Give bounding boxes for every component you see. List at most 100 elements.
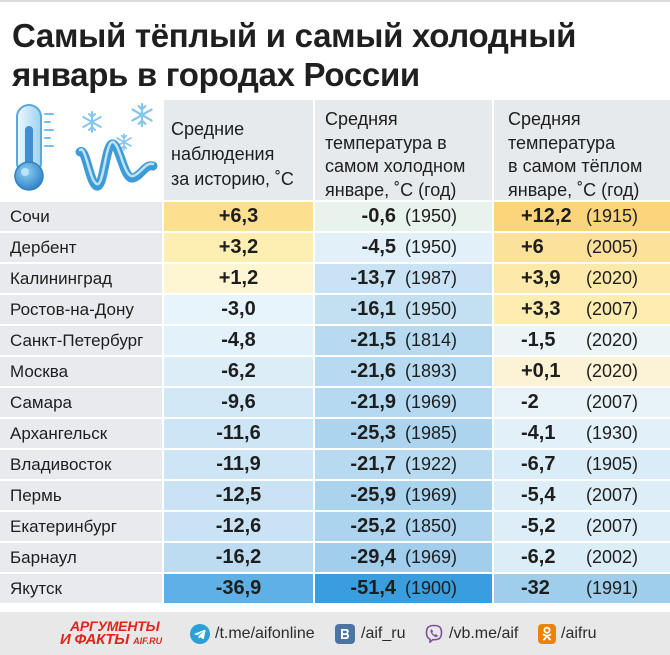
aif-logo: АРГУМЕНТЫ И ФАКТЫ AIF.RU	[60, 619, 162, 648]
snowflake-icon	[82, 111, 102, 133]
warmest-value: -6,2	[521, 546, 556, 568]
warmest-value: -5,4	[521, 484, 556, 506]
coldest-cell: -25,2 (1850)	[315, 512, 492, 541]
average-value: -12,6	[215, 515, 262, 537]
average-value: -11,6	[216, 422, 261, 444]
thermometer-snowflakes-icon	[14, 102, 158, 191]
average-value: -3,0	[221, 298, 256, 320]
warmest-cell: +3,3 (2007)	[494, 295, 670, 324]
city-name: Екатеринбург	[0, 512, 162, 541]
city-name: Ростов-на-Дону	[0, 295, 162, 324]
coldest-year: (1814)	[405, 330, 458, 350]
average-value: -36,9	[215, 577, 262, 599]
average-cell: -11,9	[164, 450, 313, 479]
logo-line: И ФАКТЫ	[60, 631, 130, 648]
logo-site: AIF.RU	[133, 636, 163, 646]
warmest-cell: +6 (2005)	[494, 233, 670, 262]
coldest-year: (1969)	[405, 547, 458, 567]
warmest-year: (2002)	[586, 547, 639, 567]
warmest-value: +3,9	[521, 267, 561, 289]
city-name: Сочи	[0, 202, 162, 231]
coldest-cell: -0,6 (1950)	[315, 202, 492, 231]
warmest-year: (1991)	[586, 578, 639, 598]
coldest-value: -16,1	[350, 298, 396, 320]
warmest-year: (2007)	[586, 485, 639, 505]
warmest-cell: -5,4 (2007)	[494, 481, 670, 510]
city-name: Самара	[0, 388, 162, 417]
coldest-cell: -21,7 (1922)	[315, 450, 492, 479]
social-link-text: /t.me/aifonline	[215, 625, 315, 642]
coldest-year: (1893)	[405, 361, 458, 381]
coldest-year: (1969)	[405, 392, 458, 412]
warmest-cell: -6,2 (2002)	[494, 543, 670, 572]
warmest-cell: -32 (1991)	[494, 574, 670, 603]
vk-icon	[335, 624, 355, 644]
average-value: +6,3	[218, 205, 259, 227]
coldest-cell: -51,4 (1900)	[315, 574, 492, 603]
warmest-value: +6	[521, 236, 544, 258]
footer: АРГУМЕНТЫ И ФАКТЫ AIF.RU /t.me/aifonline …	[0, 612, 670, 655]
header-line: Средняя	[508, 109, 581, 129]
coldest-value: -21,7	[350, 453, 396, 475]
coldest-year: (1850)	[405, 516, 458, 536]
coldest-year: (1900)	[405, 578, 458, 598]
coldest-cell: -21,5 (1814)	[315, 326, 492, 355]
social-link-text: /vb.me/aif	[449, 625, 519, 642]
coldest-value: -21,5	[350, 329, 396, 351]
warmest-cell: -6,7 (1905)	[494, 450, 670, 479]
column-header-average: Средние наблюдения за историю, ˚С	[164, 100, 313, 200]
coldest-cell: -4,5 (1950)	[315, 233, 492, 262]
warmest-year: (2020)	[586, 361, 639, 381]
average-value: -6,2	[221, 360, 256, 382]
header-line: Средняя	[325, 109, 398, 129]
average-cell: +1,2	[164, 264, 313, 293]
social-link-text: /aifru	[561, 625, 597, 642]
temperature-table: Средние наблюдения за историю, ˚С Средня…	[0, 100, 670, 603]
coldest-cell: -25,3 (1985)	[315, 419, 492, 448]
average-cell: -16,2	[164, 543, 313, 572]
city-name: Москва	[0, 357, 162, 386]
coldest-value: -29,4	[350, 546, 396, 568]
logo-line: АРГУМЕНТЫ	[70, 618, 160, 634]
coldest-cell: -16,1 (1950)	[315, 295, 492, 324]
coldest-year: (1950)	[405, 237, 458, 257]
city-name: Санкт-Петербург	[0, 326, 162, 355]
average-cell: -6,2	[164, 357, 313, 386]
coldest-value: -13,7	[350, 267, 396, 289]
header-line: за историю, ˚С	[171, 169, 294, 189]
warmest-value: -2	[521, 391, 539, 413]
header-line: температура в	[325, 132, 447, 153]
warmest-cell: +3,9 (2020)	[494, 264, 670, 293]
title-line: январь в городах России	[12, 56, 420, 93]
warmest-value: -32	[521, 577, 550, 599]
warmest-value: -5,2	[521, 515, 556, 537]
average-value: +1,2	[218, 267, 259, 289]
warmest-year: (2005)	[586, 237, 639, 257]
coldest-year: (1969)	[405, 485, 458, 505]
coldest-year: (1950)	[405, 299, 458, 319]
warmest-year: (2007)	[586, 516, 639, 536]
warmest-year: (2007)	[586, 299, 639, 319]
column-header-warmest: Средняя температура в самом тёплом январ…	[494, 100, 670, 200]
thermometer-icon	[14, 104, 54, 191]
average-cell: +3,2	[164, 233, 313, 262]
coldest-value: -4,5	[361, 236, 396, 258]
coldest-value: -51,4	[350, 577, 396, 599]
warmest-cell: +12,2 (1915)	[494, 202, 670, 231]
title-line: Самый тёплый и самый холодный	[12, 17, 577, 54]
average-value: -11,9	[216, 453, 261, 475]
coldest-cell: -13,7 (1987)	[315, 264, 492, 293]
header-line: наблюдения	[171, 144, 275, 164]
warmest-cell: -2 (2007)	[494, 388, 670, 417]
coldest-value: -0,6	[361, 205, 396, 227]
header-illustration	[0, 100, 162, 200]
viber-icon	[425, 624, 443, 643]
average-value: -4,8	[221, 329, 256, 351]
coldest-cell: -21,6 (1893)	[315, 357, 492, 386]
temperature-wave-icon	[75, 139, 158, 191]
warmest-year: (2020)	[586, 330, 639, 350]
coldest-year: (1985)	[405, 423, 458, 443]
city-name: Дербент	[0, 233, 162, 262]
coldest-cell: -25,9 (1969)	[315, 481, 492, 510]
header-line: Средние	[171, 119, 245, 139]
